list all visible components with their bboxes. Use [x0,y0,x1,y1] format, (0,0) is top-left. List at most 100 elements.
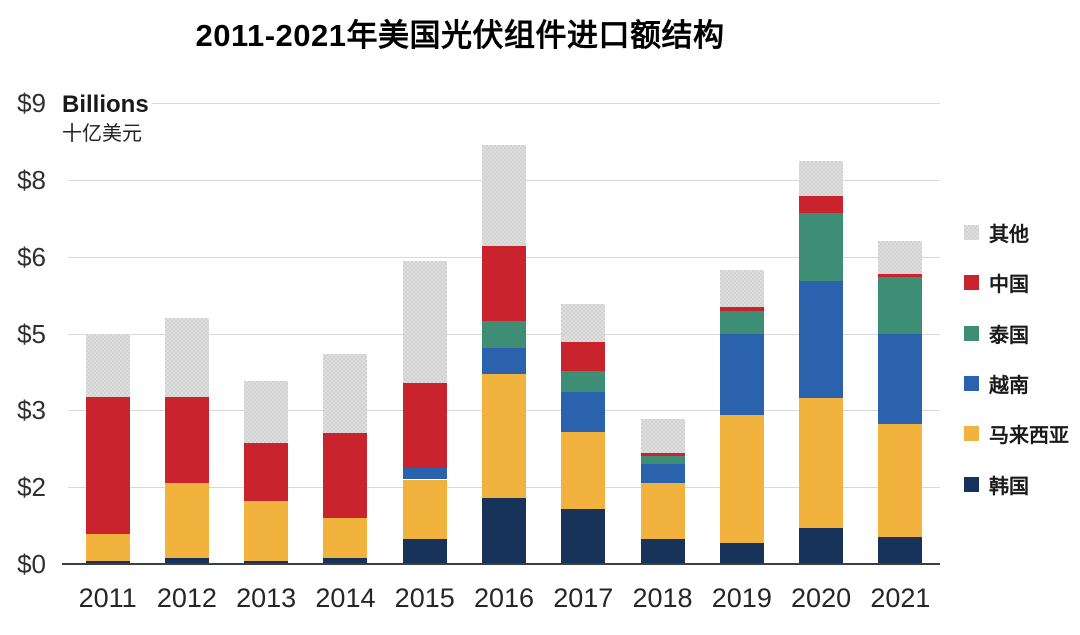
bar-segment [878,537,923,564]
x-tick-label: 2019 [711,583,772,613]
bar-segment [85,533,130,561]
bar-segment [482,373,526,498]
legend-item: 马来西亚 [964,419,1069,448]
y-tick-label: $6 [17,241,46,272]
bar-segment [719,414,764,543]
legend-swatch [964,476,979,492]
legend-item: 泰国 [964,319,1029,348]
bar-segment [561,509,606,564]
bar-segment [640,456,685,465]
y-axis-unit-label-zh: 十亿美元 [62,123,142,145]
x-tick-label: 2020 [791,583,852,613]
x-tick-label: 2012 [156,583,217,613]
bar-segment [85,560,130,564]
x-tick-label: 2015 [394,583,455,613]
bar-segment [878,274,923,278]
bar-segment [640,464,685,484]
bar-segment [878,277,923,334]
legend-item: 越南 [964,369,1029,398]
bar-segment [482,348,526,374]
bar-segment [164,482,209,558]
plot-area [62,103,940,565]
bar-segment [799,280,844,399]
y-axis-unit: Billions 十亿美元 [62,92,149,146]
bar-segment [878,333,923,425]
bar-segment [164,318,209,398]
bar-segment [799,212,844,281]
legend-swatch [964,375,979,391]
bar-segment [799,196,844,213]
y-tick-label: $3 [17,395,46,426]
bar-segment [482,145,526,246]
x-tick-label: 2021 [870,583,931,613]
gridline [152,103,940,104]
bar-segment [878,424,923,538]
bar-segment [640,483,685,540]
bar-segment [402,479,447,540]
legend-label: 越南 [989,374,1029,397]
bar-segment [244,560,289,564]
bar-segment [85,333,130,397]
bar-segment [323,433,368,518]
bar-segment [561,391,606,432]
bar-segment [561,304,606,342]
legend-item: 韩国 [964,470,1029,499]
bar-segment [719,269,764,307]
y-tick-label: $5 [17,318,46,349]
bar-segment [402,261,447,383]
legend-item: 中国 [964,268,1029,297]
bar-segment [402,467,447,480]
bar-segment [482,497,526,564]
bar-segment [561,341,606,371]
bar-segment [244,442,289,502]
x-tick-label: 2018 [632,583,693,613]
x-tick-label: 2014 [315,583,376,613]
bar-segment [719,333,764,415]
y-tick-label: $0 [17,549,46,579]
bar-segment [323,557,368,564]
legend-swatch [964,426,979,442]
legend-label: 中国 [989,274,1029,297]
bar-segment [323,517,368,558]
y-tick-label: $8 [17,164,46,195]
y-tick-label: $2 [17,472,46,503]
bar-segment [640,453,685,457]
bar-segment [482,321,526,349]
bar-segment [719,542,764,564]
bar-segment [878,240,923,275]
legend-swatch [964,225,979,240]
legend-item: 其他 [964,218,1029,247]
x-tick-label: 2013 [236,583,297,613]
bar-segment [561,370,606,392]
bar-segment [323,353,368,434]
y-tick-label: $9 [17,88,46,118]
bar-segment [640,418,685,454]
bar-segment [85,396,130,534]
bar-segment [402,539,447,564]
bar-segment [799,398,844,528]
x-tick-label: 2016 [473,583,535,613]
x-axis-labels: 2011 2012 2013 2014 2015 2016 2017 2018 2019 2020… [68,582,940,618]
bar-segment [482,245,526,322]
bar-segment [640,539,685,564]
bar-segment [402,382,447,468]
legend-label: 韩国 [989,475,1029,498]
bar-segment [561,431,606,510]
x-tick-label: 2017 [553,583,614,613]
y-axis-labels: $9 $8 $6 $5 $3 $2 $0 [0,88,46,579]
bar-segment [164,397,209,483]
x-axis-line [62,563,940,565]
legend-swatch [964,275,979,291]
legend-label: 其他 [989,224,1029,246]
bar-segment [244,380,289,443]
bar-segment [799,527,844,564]
y-axis-unit-label: Billions [62,91,149,118]
legend-swatch [964,325,979,341]
chart-title: 2011-2021年美国光伏组件进口额结构 [195,18,725,53]
legend-label: 泰国 [989,324,1029,347]
bar-segment [799,160,844,197]
legend-label: 马来西亚 [989,425,1069,448]
bar-segment [244,501,289,561]
x-tick-label: 2011 [78,583,137,613]
